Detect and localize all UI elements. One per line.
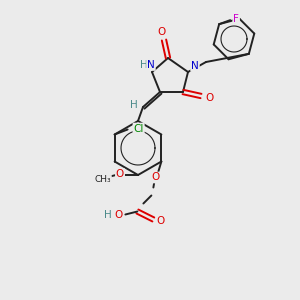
Text: O: O [205, 93, 213, 103]
Text: H: H [103, 209, 111, 220]
Text: Cl: Cl [134, 124, 144, 134]
Text: O: O [116, 169, 124, 179]
Text: N: N [191, 61, 199, 71]
Text: H: H [140, 60, 148, 70]
Text: F: F [233, 14, 239, 24]
Text: O: O [114, 209, 122, 220]
Text: O: O [151, 172, 160, 182]
Text: O: O [156, 217, 164, 226]
Text: CH₃: CH₃ [95, 176, 111, 184]
Text: O: O [157, 27, 165, 37]
Text: H: H [130, 100, 138, 110]
Text: N: N [147, 60, 155, 70]
